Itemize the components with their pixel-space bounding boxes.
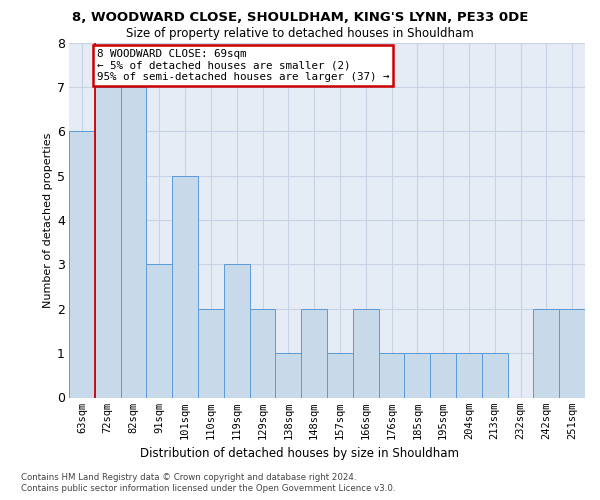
Bar [379, 353, 404, 398]
Bar [172, 176, 198, 398]
Bar [456, 353, 482, 398]
Bar [353, 308, 379, 398]
Bar [121, 87, 146, 398]
Bar [69, 131, 95, 398]
Bar [430, 353, 456, 398]
Bar [224, 264, 250, 398]
Bar [198, 308, 224, 398]
Bar [301, 308, 327, 398]
Bar [275, 353, 301, 398]
Text: Size of property relative to detached houses in Shouldham: Size of property relative to detached ho… [126, 27, 474, 40]
Y-axis label: Number of detached properties: Number of detached properties [43, 132, 53, 308]
Text: Contains public sector information licensed under the Open Government Licence v3: Contains public sector information licen… [21, 484, 395, 493]
Bar [250, 308, 275, 398]
Text: 8 WOODWARD CLOSE: 69sqm
← 5% of detached houses are smaller (2)
95% of semi-deta: 8 WOODWARD CLOSE: 69sqm ← 5% of detached… [97, 49, 389, 82]
Text: Distribution of detached houses by size in Shouldham: Distribution of detached houses by size … [140, 446, 460, 460]
Bar [95, 87, 121, 398]
Text: 8, WOODWARD CLOSE, SHOULDHAM, KING'S LYNN, PE33 0DE: 8, WOODWARD CLOSE, SHOULDHAM, KING'S LYN… [72, 11, 528, 24]
Bar [559, 308, 585, 398]
Text: Contains HM Land Registry data © Crown copyright and database right 2024.: Contains HM Land Registry data © Crown c… [21, 473, 356, 482]
Bar [327, 353, 353, 398]
Bar [404, 353, 430, 398]
Bar [146, 264, 172, 398]
Bar [533, 308, 559, 398]
Bar [482, 353, 508, 398]
